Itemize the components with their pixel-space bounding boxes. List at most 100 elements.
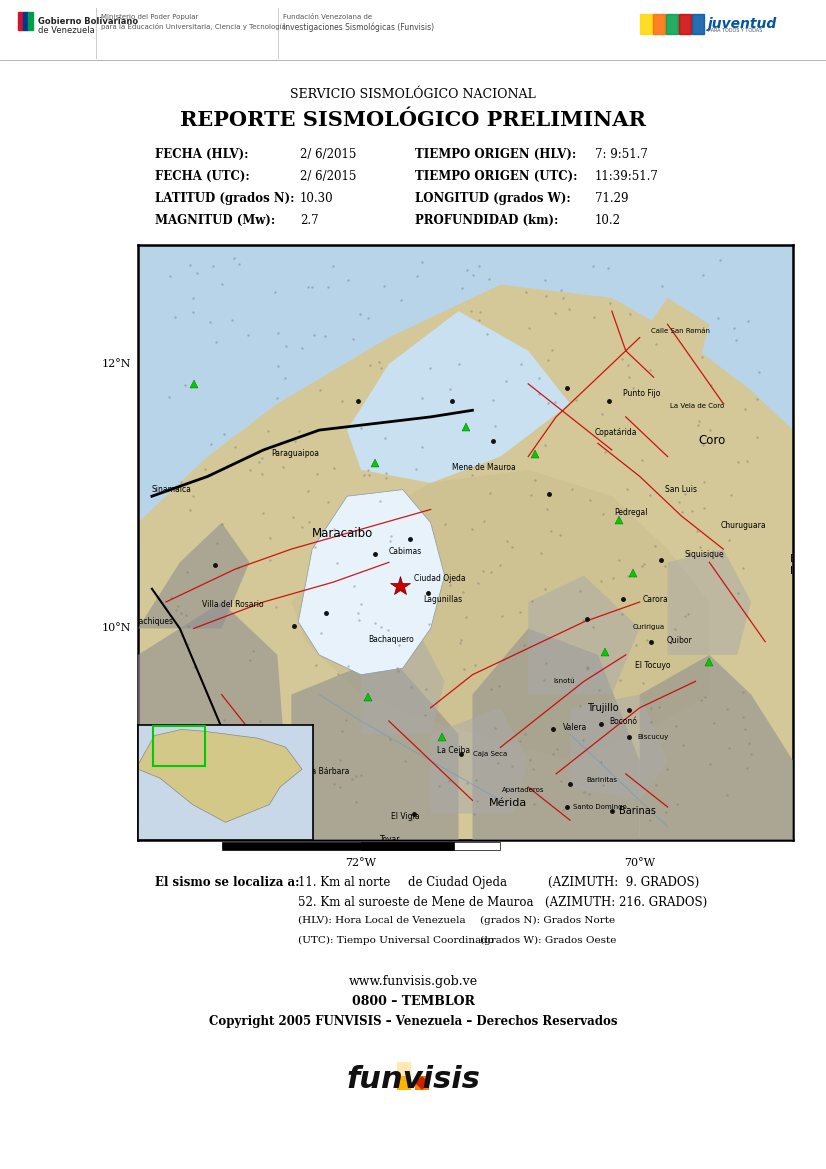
Text: 11:39:51.7: 11:39:51.7 bbox=[595, 170, 659, 184]
Point bbox=[243, 807, 256, 825]
Point bbox=[660, 760, 673, 779]
Point bbox=[470, 770, 483, 789]
Point bbox=[415, 253, 429, 271]
Point bbox=[174, 473, 188, 492]
Point bbox=[368, 614, 382, 632]
Text: www.funvisis.gob.ve: www.funvisis.gob.ve bbox=[349, 975, 477, 988]
Point bbox=[384, 526, 397, 545]
Bar bbox=[653, 14, 665, 34]
Point bbox=[183, 500, 197, 519]
Point bbox=[614, 671, 627, 690]
Point bbox=[481, 325, 494, 344]
Point bbox=[477, 512, 491, 531]
Point bbox=[491, 754, 505, 773]
Point bbox=[524, 750, 537, 769]
Text: 70°W: 70°W bbox=[624, 858, 655, 869]
Point bbox=[296, 518, 309, 537]
Point bbox=[279, 337, 292, 355]
Point bbox=[738, 719, 752, 738]
Point bbox=[514, 732, 527, 750]
Point bbox=[164, 267, 177, 285]
Point bbox=[526, 592, 539, 610]
Text: Coro: Coro bbox=[698, 434, 725, 448]
Point bbox=[643, 360, 657, 379]
Point bbox=[331, 664, 344, 683]
Point bbox=[381, 621, 394, 639]
Point bbox=[668, 620, 681, 638]
Point bbox=[335, 721, 349, 740]
Point bbox=[523, 319, 536, 338]
Point bbox=[636, 673, 649, 692]
Point bbox=[506, 756, 519, 775]
Point bbox=[501, 531, 514, 549]
Point bbox=[163, 766, 176, 784]
Point bbox=[629, 636, 643, 655]
Point bbox=[453, 354, 466, 373]
Text: juventud: juventud bbox=[708, 18, 777, 32]
Point bbox=[321, 493, 335, 512]
Point bbox=[627, 379, 640, 397]
Point bbox=[415, 389, 429, 408]
Point bbox=[649, 334, 662, 353]
Point bbox=[685, 320, 698, 339]
Point bbox=[391, 662, 404, 680]
Point bbox=[218, 711, 231, 729]
Point bbox=[466, 267, 479, 285]
Point bbox=[206, 749, 219, 768]
Text: 12°N: 12°N bbox=[102, 359, 131, 369]
Bar bbox=[154, 726, 205, 766]
Point bbox=[712, 309, 725, 327]
Point bbox=[164, 588, 178, 607]
Point bbox=[405, 678, 418, 697]
Point bbox=[276, 457, 289, 476]
Point bbox=[714, 251, 727, 270]
Point bbox=[724, 485, 738, 504]
Point bbox=[301, 482, 315, 500]
Point bbox=[681, 604, 695, 623]
Text: Tovar: Tovar bbox=[379, 836, 400, 844]
Point bbox=[318, 327, 331, 346]
Point bbox=[455, 279, 468, 298]
Point bbox=[587, 307, 601, 326]
Point bbox=[722, 531, 735, 549]
Point bbox=[187, 303, 200, 321]
Point bbox=[271, 357, 284, 375]
Text: *: * bbox=[672, 802, 678, 815]
Text: Barinitas: Barinitas bbox=[586, 777, 618, 783]
Point bbox=[183, 256, 197, 275]
Point bbox=[581, 658, 594, 677]
Point bbox=[720, 786, 733, 804]
Point bbox=[227, 249, 240, 268]
Point bbox=[306, 277, 319, 296]
Point bbox=[732, 584, 745, 603]
Point bbox=[173, 745, 187, 763]
Point bbox=[464, 302, 477, 320]
Point bbox=[263, 528, 276, 547]
Text: Siquisique: Siquisique bbox=[684, 549, 724, 559]
Point bbox=[622, 367, 635, 386]
Point bbox=[562, 299, 575, 318]
Point bbox=[269, 597, 282, 616]
Point bbox=[308, 325, 321, 344]
Point bbox=[395, 291, 408, 310]
Point bbox=[736, 559, 749, 577]
Text: Ministerio del Poder Popular: Ministerio del Poder Popular bbox=[101, 14, 198, 20]
Point bbox=[472, 311, 486, 330]
Point bbox=[612, 551, 625, 569]
Point bbox=[580, 796, 593, 815]
Point bbox=[362, 461, 375, 479]
Point bbox=[691, 521, 704, 540]
Point bbox=[315, 623, 328, 642]
Point bbox=[598, 443, 611, 462]
Point bbox=[277, 811, 290, 830]
Text: Copatárida: Copatárida bbox=[595, 428, 638, 437]
Polygon shape bbox=[415, 1075, 429, 1090]
Point bbox=[362, 309, 375, 327]
Text: para la Educación Universitaria, Ciencia y Tecnología: para la Educación Universitaria, Ciencia… bbox=[101, 23, 286, 30]
Bar bbox=[397, 1061, 411, 1075]
Text: LEYENDA: LEYENDA bbox=[695, 818, 756, 829]
Point bbox=[644, 713, 657, 732]
Point bbox=[594, 753, 607, 772]
Point bbox=[534, 544, 548, 562]
Point bbox=[672, 492, 685, 511]
